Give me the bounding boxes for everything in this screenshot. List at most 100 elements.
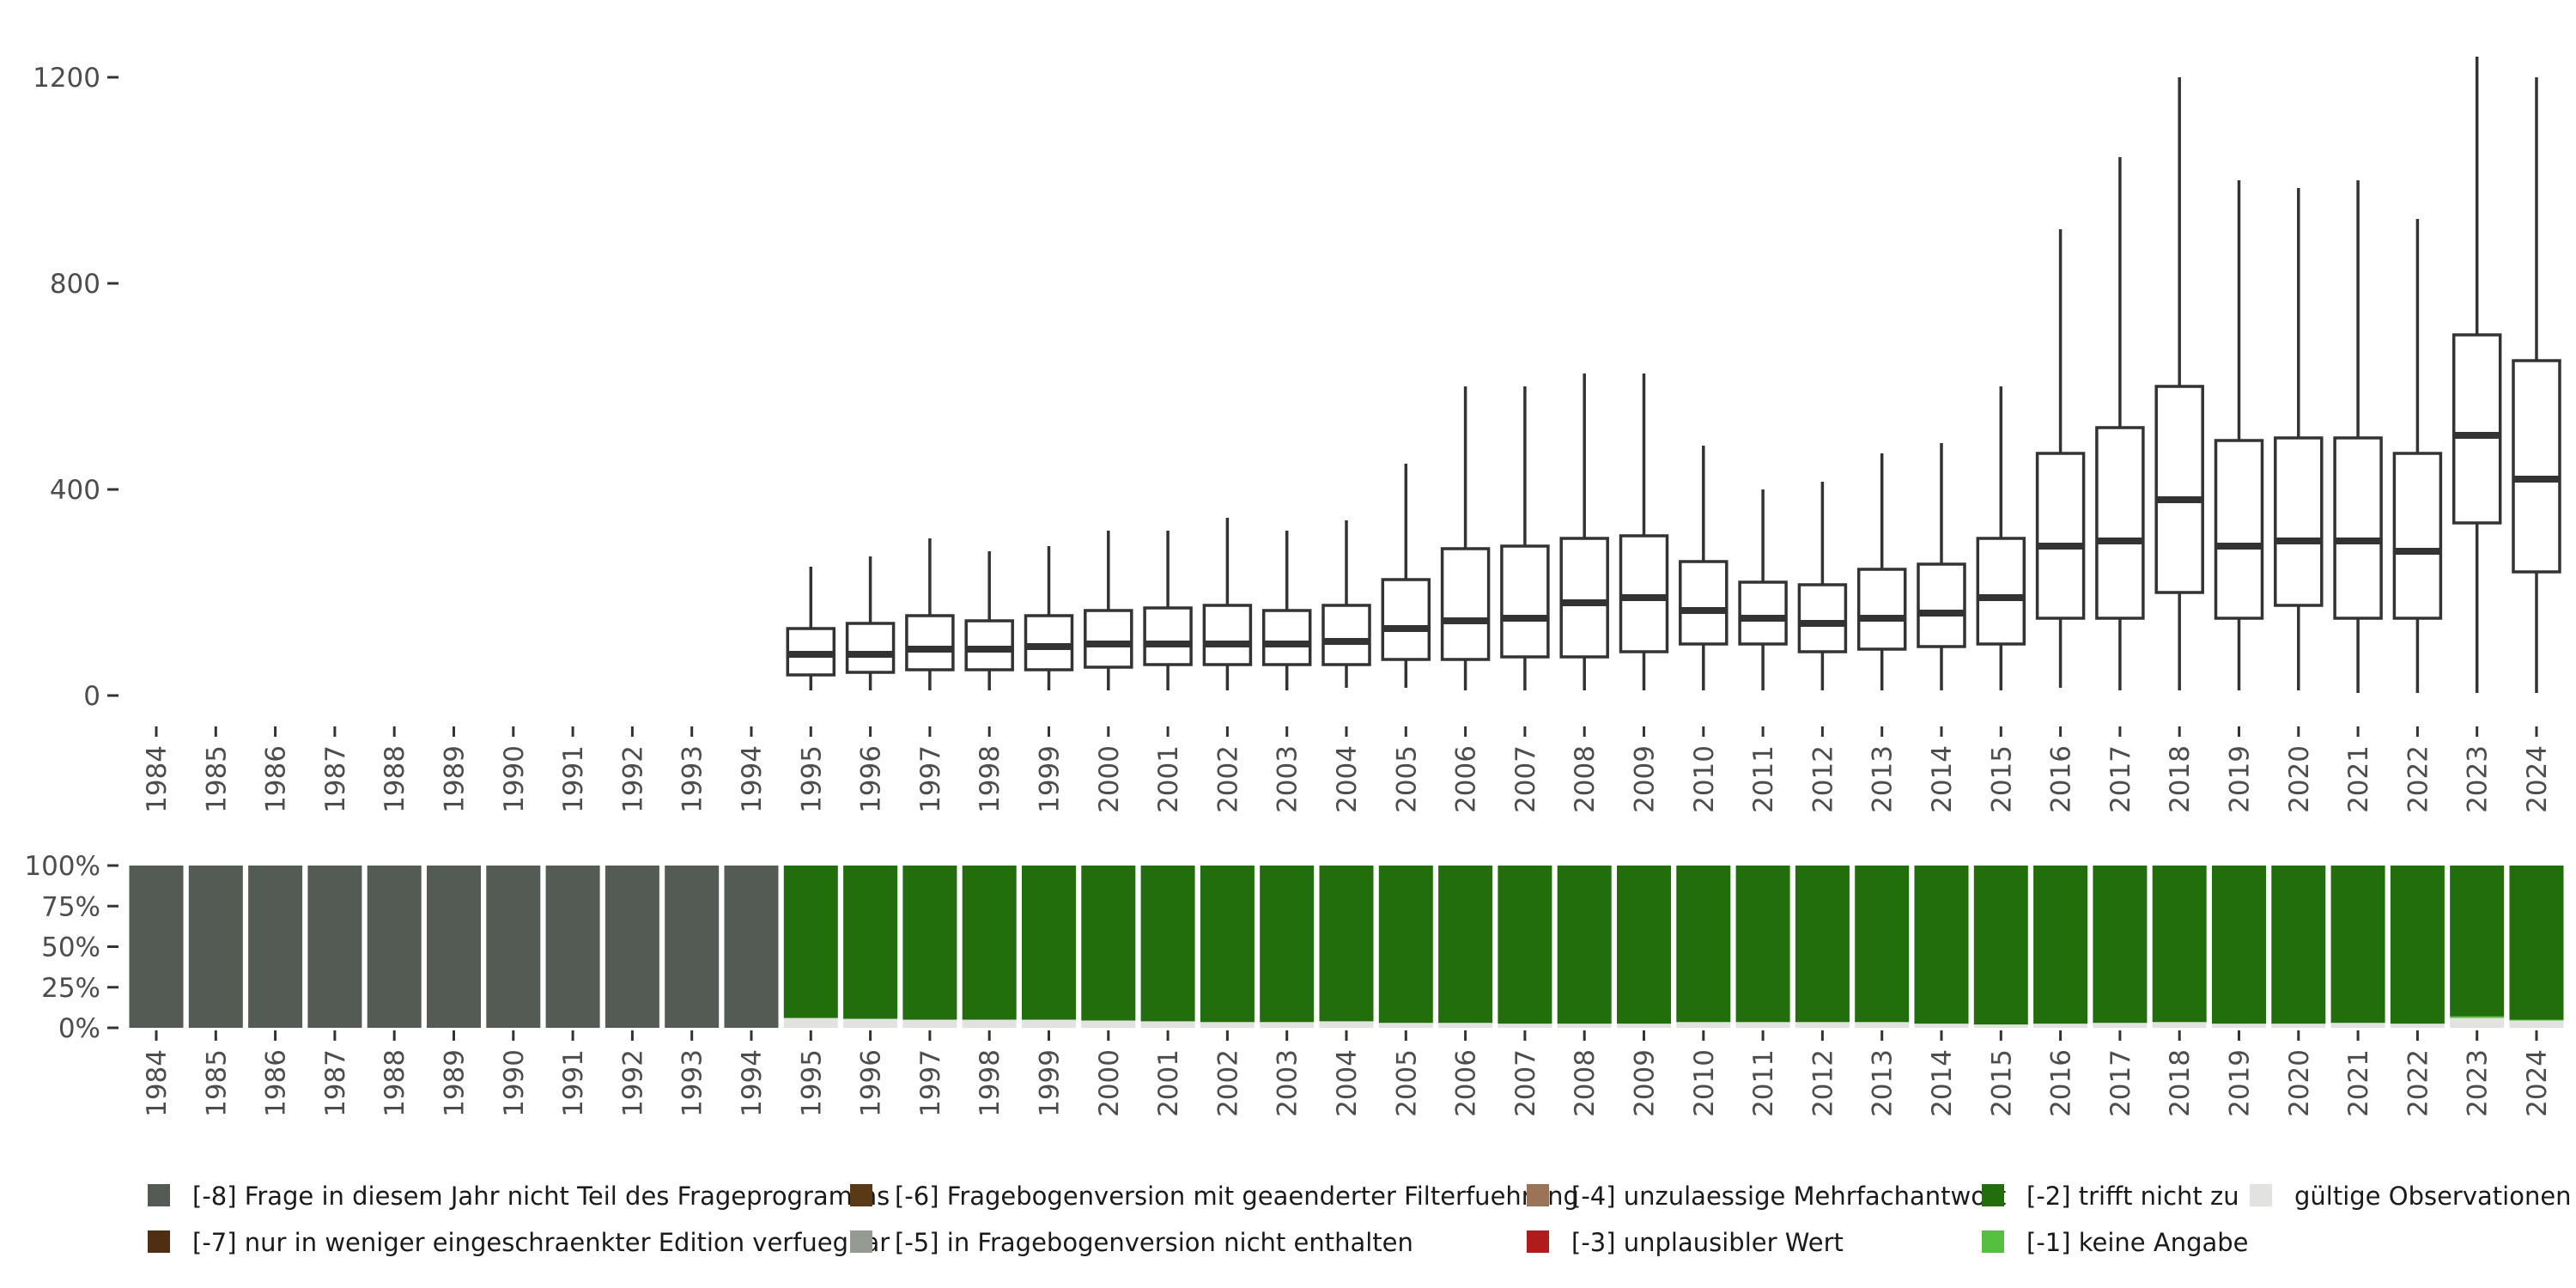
bar-x-tick-label: 2015: [1986, 1049, 2017, 1117]
box-iqr: [2154, 385, 2204, 594]
box-iqr: [1440, 547, 1491, 661]
legend-swatch: [850, 1184, 872, 1206]
bar-x-tick-label: 2002: [1212, 1049, 1243, 1117]
box-iqr: [2095, 426, 2145, 620]
bar-segment-valid: [962, 1019, 1017, 1028]
bar-y-tick-label: 75%: [41, 891, 100, 922]
x-tick-label: 2000: [1094, 745, 1125, 813]
bar-segment-valid: [2509, 1020, 2564, 1028]
x-tick-label: 2001: [1153, 745, 1184, 813]
bar-x-tick-label: 1985: [201, 1049, 232, 1117]
box-iqr: [2274, 436, 2324, 607]
bar-2014: [1914, 866, 1969, 1028]
legend-swatch: [1982, 1184, 2004, 1206]
bar-x-tick-label: 2010: [1689, 1049, 1720, 1117]
box-2006: [1440, 386, 1491, 690]
bar-segment-m2: [902, 866, 957, 1020]
bar-x-tick-label: 2009: [1630, 1049, 1661, 1117]
bar-segment-m2: [1676, 866, 1731, 1023]
bar-1986: [248, 866, 303, 1028]
legend-item: [-1] keine Angabe: [1982, 1228, 2249, 1257]
bar-segment-m2: [783, 866, 838, 1018]
box-2012: [1797, 482, 1848, 690]
bar-2017: [2093, 866, 2148, 1028]
bar-x-tick-label: 2006: [1451, 1049, 1482, 1117]
box-2014: [1917, 443, 1966, 690]
box-iqr: [1917, 562, 1966, 648]
x-tick-label: 2011: [1748, 745, 1779, 813]
box-iqr: [2392, 452, 2443, 620]
bar-2000: [1081, 866, 1136, 1028]
bar-1992: [605, 866, 659, 1028]
bar-2007: [1498, 866, 1552, 1028]
bar-segment-m8: [486, 866, 541, 1028]
box-iqr: [1738, 580, 1788, 646]
box-iqr: [1143, 606, 1193, 666]
bar-2021: [2330, 866, 2385, 1028]
bar-1985: [188, 866, 243, 1028]
bar-segment-m8: [724, 866, 779, 1028]
box-iqr: [2035, 452, 2086, 620]
bar-x-tick-label: 1991: [558, 1049, 589, 1117]
bar-x-tick-label: 1994: [737, 1049, 768, 1117]
x-tick-label: 2008: [1570, 745, 1601, 813]
x-tick-label: 1994: [737, 745, 768, 813]
bar-x-tick-label: 2021: [2343, 1049, 2374, 1117]
bar-x-tick-label: 1990: [499, 1049, 530, 1117]
x-tick-label: 1995: [796, 745, 827, 813]
bar-segment-m2: [1973, 866, 2028, 1025]
bar-2015: [1973, 866, 2028, 1028]
bar-segment-valid: [1973, 1024, 2028, 1028]
bar-segment-valid: [2271, 1024, 2326, 1028]
legend-swatch: [850, 1230, 872, 1253]
x-tick-label: 1987: [320, 745, 351, 813]
bar-segment-valid: [2212, 1024, 2266, 1028]
bar-segment-m8: [605, 866, 659, 1028]
box-2024: [2512, 77, 2561, 693]
bar-2001: [1140, 866, 1195, 1028]
legend-label: [-8] Frage in diesem Jahr nicht Teil des…: [192, 1182, 890, 1211]
bar-segment-valid: [1200, 1022, 1255, 1028]
bar-2024: [2509, 866, 2564, 1028]
x-tick-label: 1998: [975, 745, 1005, 813]
legend-swatch: [1982, 1230, 2004, 1253]
bar-y-tick-label: 0%: [58, 1013, 100, 1044]
box-iqr: [2512, 359, 2561, 574]
bar-segment-m2: [1617, 866, 1671, 1024]
x-tick-label: 2009: [1630, 745, 1661, 813]
box-iqr: [905, 614, 955, 671]
bar-segment-valid: [783, 1018, 838, 1028]
x-tick-label: 1996: [856, 745, 887, 813]
bar-x-tick-label: 1995: [796, 1049, 827, 1117]
legend-label: [-2] trifft nicht zu: [2026, 1182, 2239, 1211]
bar-1995: [783, 866, 838, 1028]
bar-1984: [129, 866, 184, 1028]
bar-segment-valid: [2152, 1022, 2207, 1028]
x-tick-label: 2003: [1273, 745, 1303, 813]
bar-x-tick-label: 2017: [2105, 1049, 2136, 1117]
bar-2005: [1378, 866, 1433, 1028]
bar-2002: [1200, 866, 1255, 1028]
x-tick-label: 2018: [2165, 745, 2196, 813]
box-iqr: [1559, 537, 1609, 659]
bar-1990: [486, 866, 541, 1028]
legend-item: [-8] Frage in diesem Jahr nicht Teil des…: [148, 1182, 890, 1211]
bar-segment-valid: [2093, 1023, 2148, 1028]
bar-segment-valid: [1260, 1022, 1315, 1028]
bar-segment-m2: [1498, 866, 1552, 1024]
x-tick-label: 1988: [380, 745, 410, 813]
bar-y-tick-label: 100%: [24, 851, 100, 882]
bar-1996: [843, 866, 898, 1028]
bar-segment-m2: [962, 866, 1017, 1020]
bar-segment-m2: [1735, 866, 1790, 1023]
box-2002: [1202, 518, 1253, 690]
bar-2023: [2450, 866, 2505, 1028]
box-2022: [2392, 219, 2443, 693]
bar-2013: [1855, 866, 1910, 1028]
x-tick-label: 2021: [2343, 745, 2374, 813]
bar-1998: [962, 866, 1017, 1028]
bar-1988: [367, 866, 422, 1028]
bar-segment-valid: [2033, 1024, 2088, 1028]
legend-label: [-6] Fragebogenversion mit geaenderter F…: [895, 1182, 1579, 1211]
bar-2018: [2152, 866, 2207, 1028]
